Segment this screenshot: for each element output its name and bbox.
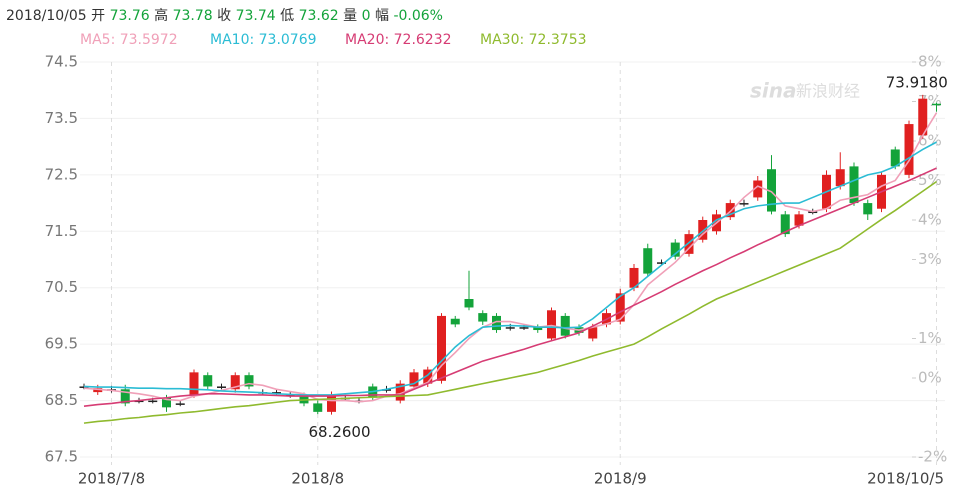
header-field-value: 73.78 xyxy=(173,8,213,24)
candle-body xyxy=(753,180,763,198)
candle-body xyxy=(162,397,171,408)
y2-tick-label: 4% xyxy=(918,211,942,229)
watermark-brand: sina xyxy=(750,79,797,103)
legend-entry: MA5: 73.5972 xyxy=(80,32,178,48)
candle-body xyxy=(643,248,653,274)
candle-body xyxy=(409,372,419,387)
header-field-label: 低 xyxy=(280,8,294,24)
y2-tick-label: 1% xyxy=(918,329,942,347)
candle-body xyxy=(629,267,639,288)
candle-body xyxy=(203,375,213,387)
candle-body xyxy=(684,234,694,254)
x-tick-label: 2018/9 xyxy=(594,470,647,488)
candle-body xyxy=(120,389,130,404)
x-tick-label: 2018/8 xyxy=(291,470,344,488)
candle-body xyxy=(670,242,680,257)
max-annotation: 73.9180 xyxy=(886,73,948,91)
ma-line xyxy=(83,180,937,424)
y-tick-label: 70.5 xyxy=(45,278,78,296)
candle-body xyxy=(739,203,749,205)
legend-entry: MA20: 72.6232 xyxy=(345,32,452,48)
y2-tick-label: 5% xyxy=(918,171,942,189)
x-tick-label: 2018/10/5 xyxy=(867,470,944,488)
candle-body xyxy=(767,169,776,212)
candle-body xyxy=(615,293,625,322)
header-field-label: 开 xyxy=(91,8,105,24)
y2-tick-label: 8% xyxy=(918,53,942,71)
candle-body xyxy=(725,203,735,218)
candle-body xyxy=(904,124,914,175)
candle-body xyxy=(492,315,501,331)
candle-body xyxy=(299,394,309,404)
x-tick-label: 2018/7/8 xyxy=(78,470,145,488)
header-field-value: 73.76 xyxy=(110,8,150,24)
watermark-text: 新浪财经 xyxy=(796,82,860,101)
candle-body xyxy=(395,383,405,401)
candle-body xyxy=(313,403,323,412)
y-tick-label: 67.5 xyxy=(45,448,78,466)
candle-body xyxy=(918,98,928,136)
candle-body xyxy=(547,310,556,339)
y2-tick-label: -2% xyxy=(918,448,947,466)
header-field-value: 73.62 xyxy=(299,8,339,24)
candle-body xyxy=(450,318,460,325)
ma-line xyxy=(83,141,937,396)
candle-body xyxy=(794,214,804,226)
y2-tick-label: 6% xyxy=(918,132,942,150)
header-field-label: 高 xyxy=(154,7,168,24)
candle-body xyxy=(588,327,598,339)
candle-body xyxy=(175,403,185,405)
candle-body xyxy=(890,149,900,167)
candle-body xyxy=(698,220,708,240)
candle-body xyxy=(560,315,570,336)
ma-line xyxy=(83,112,938,403)
header-text: 2018/10/05 开 73.76 高 73.78 收 73.74 低 73.… xyxy=(6,7,443,24)
candle-body xyxy=(327,394,336,412)
candle-body xyxy=(189,372,199,395)
candle-body xyxy=(230,375,240,390)
y-tick-label: 71.5 xyxy=(45,222,78,240)
y-tick-label: 72.5 xyxy=(45,165,78,183)
candle-body xyxy=(533,327,543,331)
candle-body xyxy=(244,375,254,387)
candle-body xyxy=(148,400,158,403)
header-field-label: 收 xyxy=(217,8,231,24)
header-field-value: 73.74 xyxy=(236,8,276,24)
candle-body xyxy=(478,313,488,322)
legend-entry: MA10: 73.0769 xyxy=(210,32,317,48)
y2-tick-label: 0% xyxy=(918,369,942,387)
candle-body xyxy=(849,166,859,204)
candle-body xyxy=(780,214,790,235)
y2-tick-label: 3% xyxy=(918,250,942,268)
min-annotation: 68.2600 xyxy=(308,423,370,441)
y-tick-label: 73.5 xyxy=(45,109,78,127)
legend: MA5: 73.5972 MA10: 73.0769 MA20: 72.6232 MA… xyxy=(80,32,587,48)
ma-line xyxy=(83,167,937,408)
header-field-value: -0.06% xyxy=(393,8,443,24)
candle-body xyxy=(835,169,845,187)
header-field-value: 0 xyxy=(362,8,371,24)
header: 2018/10/05 开 73.76 高 73.78 收 73.74 低 73.… xyxy=(6,7,443,24)
y-tick-label: 69.5 xyxy=(45,335,78,353)
candle-body xyxy=(423,369,433,384)
y-tick-label: 68.5 xyxy=(45,391,78,409)
candle-body xyxy=(272,392,281,394)
header-field-label: 幅 xyxy=(375,8,389,24)
y-tick-label: 74.5 xyxy=(45,53,78,71)
candle-body xyxy=(464,299,474,308)
legend-entry: MA30: 72.3753 xyxy=(480,32,587,48)
candle-body xyxy=(217,386,226,388)
header-date: 2018/10/05 xyxy=(6,8,87,24)
candle-body xyxy=(505,327,515,329)
candle-body xyxy=(93,388,103,393)
candle-body xyxy=(863,203,873,215)
header-field-label: 量 xyxy=(343,8,357,24)
candle-body xyxy=(932,103,941,106)
candle-body xyxy=(437,315,446,381)
candle-body xyxy=(657,262,666,264)
candle-body xyxy=(519,327,529,329)
